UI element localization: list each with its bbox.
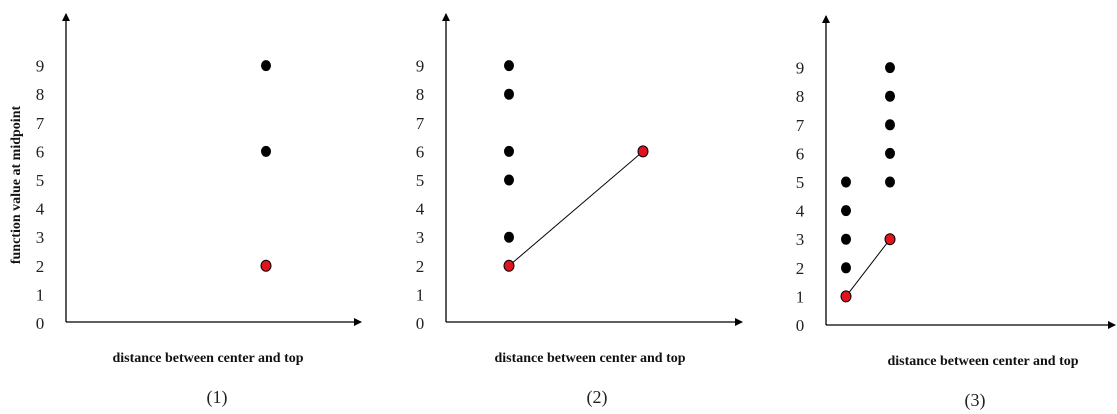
black-point <box>841 176 851 188</box>
panel-3: 0 1 2 3 4 5 6 7 8 9 distance between center and t… <box>796 15 1116 411</box>
y-tick-label: 1 <box>796 287 805 306</box>
y-tick-label: 8 <box>796 87 805 106</box>
black-point <box>841 262 851 274</box>
y-axis-label: function value at midpoint <box>9 106 24 265</box>
data-points <box>840 62 896 303</box>
y-tick-label: 2 <box>416 257 425 276</box>
black-point <box>504 231 514 243</box>
red-point <box>840 290 852 303</box>
y-tick-label: 6 <box>416 142 425 161</box>
y-tick-label: 6 <box>796 144 805 163</box>
y-tick-label: 9 <box>36 57 45 76</box>
y-tick-label: 3 <box>416 228 425 247</box>
panel-caption: (2) <box>587 387 608 408</box>
y-tick-label: 0 <box>36 314 45 333</box>
y-tick-label: 9 <box>796 59 805 78</box>
x-axis-label: distance between center and top <box>112 351 303 366</box>
y-tick-label: 5 <box>416 171 425 190</box>
red-point <box>503 259 515 272</box>
black-point <box>504 88 514 100</box>
y-tick-label: 3 <box>36 228 45 247</box>
black-point <box>504 145 514 157</box>
black-point <box>261 60 271 72</box>
black-point <box>504 174 514 186</box>
y-tick-label: 2 <box>36 257 45 276</box>
black-point <box>261 145 271 157</box>
y-tick-label: 7 <box>796 116 805 135</box>
y-tick-label: 2 <box>796 259 805 278</box>
y-tick-label: 8 <box>36 85 45 104</box>
panel-2: 0 1 2 3 4 5 6 7 8 9 distance between center and t… <box>416 13 743 408</box>
y-tick-label: 7 <box>416 114 425 133</box>
data-points <box>260 60 272 272</box>
panel-1: 0 1 2 3 4 5 6 7 8 9 distance between center and t… <box>36 13 362 408</box>
y-tick-label: 8 <box>416 85 425 104</box>
red-point-connector <box>508 151 644 267</box>
y-tick-label: 7 <box>36 114 45 133</box>
red-point <box>260 259 272 272</box>
y-tick-label: 6 <box>36 142 45 161</box>
y-tick-labels: 0 1 2 3 4 5 6 7 8 9 <box>796 59 805 335</box>
black-point <box>504 60 514 72</box>
y-tick-label: 0 <box>796 316 805 335</box>
y-tick-label: 9 <box>416 57 425 76</box>
y-tick-label: 5 <box>36 171 45 190</box>
x-axis-label: distance between center and top <box>494 351 685 366</box>
data-points <box>503 60 649 272</box>
black-point <box>885 147 895 159</box>
y-tick-label: 3 <box>796 230 805 249</box>
black-point <box>885 90 895 102</box>
red-point-connector <box>845 238 891 297</box>
x-axis-label: distance between center and top <box>887 354 1078 369</box>
y-tick-label: 4 <box>36 200 45 219</box>
red-point <box>637 145 649 158</box>
y-tick-label: 1 <box>416 285 425 304</box>
y-tick-label: 4 <box>796 202 805 221</box>
panel-caption: (3) <box>965 390 986 411</box>
y-tick-labels: 0 1 2 3 4 5 6 7 8 9 <box>416 57 425 333</box>
y-tick-label: 0 <box>416 314 425 333</box>
y-tick-label: 5 <box>796 173 805 192</box>
panel-caption: (1) <box>207 387 228 408</box>
y-tick-label: 4 <box>416 200 425 219</box>
black-point <box>885 119 895 131</box>
red-point <box>884 233 896 246</box>
black-point <box>885 176 895 188</box>
y-tick-labels: 0 1 2 3 4 5 6 7 8 9 <box>36 57 45 333</box>
black-point <box>841 205 851 217</box>
y-tick-label: 1 <box>36 285 45 304</box>
black-point <box>885 62 895 74</box>
black-point <box>841 233 851 245</box>
